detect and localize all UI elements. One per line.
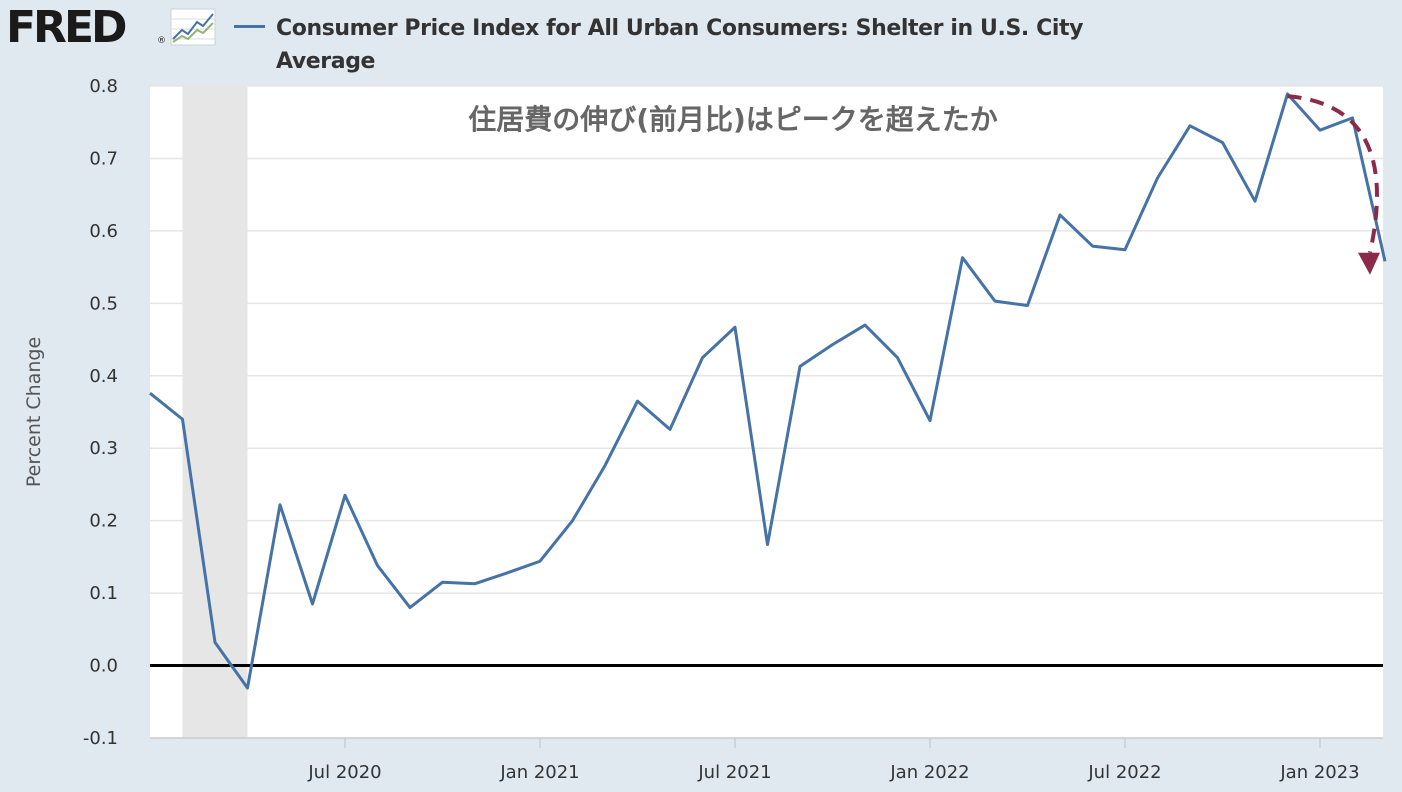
- data-point[interactable]: [1316, 126, 1324, 134]
- data-point[interactable]: [1121, 246, 1129, 254]
- x-tick-label: Jan 2023: [1279, 762, 1359, 783]
- x-tick-label: Jul 2021: [697, 762, 771, 783]
- data-point[interactable]: [926, 417, 934, 425]
- data-point[interactable]: [764, 541, 772, 549]
- trend-arrow: [1287, 94, 1379, 254]
- data-point[interactable]: [1381, 257, 1389, 265]
- data-point[interactable]: [179, 415, 187, 423]
- series-line[interactable]: [149, 92, 1387, 690]
- data-point[interactable]: [341, 491, 349, 499]
- data-point[interactable]: [1154, 174, 1162, 182]
- x-tick-label: Jan 2021: [499, 762, 579, 783]
- y-axis-label: Percent Change: [23, 337, 45, 487]
- data-point[interactable]: [211, 638, 219, 646]
- y-tick-label: 0.6: [89, 221, 118, 242]
- data-point[interactable]: [731, 323, 739, 331]
- registered-mark: ®: [157, 36, 166, 46]
- line-graph-icon: [170, 8, 216, 46]
- data-point[interactable]: [1186, 122, 1194, 130]
- y-tick-label: 0.8: [89, 76, 118, 97]
- data-point[interactable]: [829, 341, 837, 349]
- data-point[interactable]: [699, 354, 707, 362]
- data-point[interactable]: [406, 604, 414, 612]
- data-point[interactable]: [276, 501, 284, 509]
- y-tick-label: 0.4: [89, 366, 118, 387]
- data-point[interactable]: [439, 578, 447, 586]
- recession-shading: [182, 86, 248, 738]
- data-point[interactable]: [959, 254, 967, 262]
- y-tick-label: -0.1: [83, 728, 118, 749]
- data-point[interactable]: [1056, 211, 1064, 219]
- data-point[interactable]: [861, 321, 869, 329]
- y-tick-label: 0.5: [89, 293, 118, 314]
- chart-annotation: 住居費の伸び(前月比)はピークを超えたか: [468, 103, 998, 136]
- data-point[interactable]: [796, 362, 804, 370]
- data-point[interactable]: [601, 462, 609, 470]
- legend-swatch: [234, 25, 265, 28]
- data-point[interactable]: [374, 562, 382, 570]
- y-tick-label: 0.0: [89, 656, 118, 677]
- data-point[interactable]: [666, 425, 674, 433]
- y-tick-label: 0.3: [89, 438, 118, 459]
- y-tick-label: 0.1: [89, 583, 118, 604]
- x-tick-label: Jul 2020: [307, 762, 381, 783]
- data-point[interactable]: [244, 684, 252, 692]
- x-axis-ticks: Jul 2020 Jan 2021 Jul 2021 Jan 2022 Jul 2022…: [150, 737, 1383, 783]
- plot-area: [150, 86, 1383, 738]
- data-point[interactable]: [991, 297, 999, 305]
- data-point[interactable]: [634, 397, 642, 405]
- chart-header: FRED ® Consumer Price Index for All Urba…: [0, 0, 1402, 80]
- data-point[interactable]: [471, 580, 479, 588]
- fred-logo[interactable]: FRED: [6, 2, 128, 53]
- data-point[interactable]: [309, 600, 317, 608]
- data-point[interactable]: [536, 557, 544, 565]
- x-tick-label: Jan 2022: [889, 762, 969, 783]
- data-point[interactable]: [1024, 302, 1032, 310]
- data-point[interactable]: [1089, 242, 1097, 250]
- series-title: Consumer Price Index for All Urban Consu…: [276, 16, 1084, 74]
- x-tick-label: Jul 2022: [1087, 762, 1161, 783]
- data-point[interactable]: [1251, 197, 1259, 205]
- arrow-head-icon: [1358, 252, 1380, 275]
- y-tick-label: 0.7: [89, 148, 118, 169]
- y-axis-ticks: 0.8 0.7 0.6 0.5 0.4 0.3 0.2 0.1 0.0 -0.1: [83, 76, 118, 749]
- data-point[interactable]: [146, 389, 154, 397]
- data-point[interactable]: [569, 517, 577, 525]
- y-tick-label: 0.2: [89, 511, 118, 532]
- data-point[interactable]: [1219, 139, 1227, 147]
- data-point[interactable]: [894, 354, 902, 362]
- data-point[interactable]: [504, 569, 512, 577]
